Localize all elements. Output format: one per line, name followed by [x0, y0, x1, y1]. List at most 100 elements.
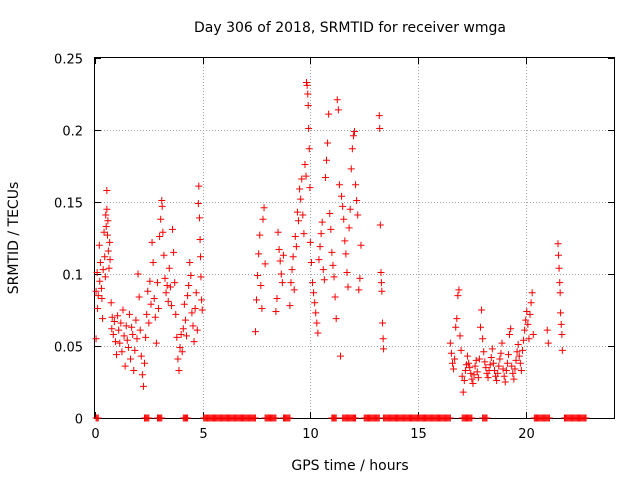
data-point [254, 271, 262, 279]
data-point [138, 371, 146, 379]
data-point [94, 305, 102, 313]
data-point [190, 338, 198, 346]
data-point [314, 329, 322, 337]
data-point [136, 326, 144, 334]
x-tick-label: 10 [302, 427, 319, 442]
data-point [337, 352, 345, 360]
data-point [106, 256, 114, 264]
data-point [191, 305, 199, 313]
data-point [461, 366, 469, 374]
data-point [466, 364, 474, 372]
data-point [105, 264, 113, 272]
data-point [557, 309, 565, 317]
data-point [289, 253, 297, 261]
data-point [448, 359, 456, 367]
data-point [446, 414, 454, 422]
data-point [331, 293, 339, 301]
data-point [107, 299, 115, 307]
data-point [152, 339, 160, 347]
data-point [510, 375, 518, 383]
data-point [134, 270, 142, 278]
data-point [478, 306, 486, 314]
data-point [511, 365, 519, 373]
data-point [274, 228, 282, 236]
data-point [520, 336, 528, 344]
data-point [321, 174, 329, 182]
data-point [167, 302, 175, 310]
data-point [153, 279, 161, 287]
data-point [343, 269, 351, 277]
data-point [348, 145, 356, 153]
data-point [96, 277, 104, 285]
data-point [493, 377, 501, 385]
data-point [558, 346, 566, 354]
data-point [499, 365, 507, 373]
data-point [376, 221, 384, 229]
data-point [117, 319, 125, 327]
data-point [305, 145, 313, 153]
data-point [554, 251, 562, 259]
data-point [347, 165, 355, 173]
data-point [502, 366, 510, 374]
data-point [195, 214, 203, 222]
data-point [309, 279, 317, 287]
data-point [342, 250, 350, 258]
data-point [145, 414, 153, 422]
data-point [357, 241, 365, 249]
data-point [147, 300, 155, 308]
data-point [330, 273, 338, 281]
data-point [94, 292, 102, 300]
data-point [453, 315, 461, 323]
data-point [487, 354, 495, 362]
data-point [352, 181, 360, 189]
data-point [175, 366, 183, 374]
data-point [160, 251, 168, 259]
data-point [353, 197, 361, 205]
data-point [253, 296, 261, 304]
data-point [527, 299, 535, 307]
data-point [344, 283, 352, 291]
data-point [375, 112, 383, 120]
data-point [349, 132, 357, 140]
data-point [256, 231, 264, 239]
data-point [148, 238, 156, 246]
x-axis-label: GPS time / hours [291, 458, 408, 474]
data-point [156, 233, 164, 241]
data-point [273, 294, 281, 302]
data-point [471, 362, 479, 370]
data-point [176, 343, 184, 351]
data-point [543, 326, 551, 334]
data-point [142, 333, 150, 341]
data-point [315, 256, 323, 264]
data-point [378, 319, 386, 327]
data-point [173, 333, 181, 341]
data-point [512, 356, 520, 364]
data-point [193, 326, 201, 334]
y-tick-label: 0.2 [62, 125, 83, 140]
data-point [290, 286, 298, 294]
data-point [556, 279, 564, 287]
data-point [355, 286, 363, 294]
data-point [103, 231, 111, 239]
data-point [306, 184, 314, 192]
data-point [333, 96, 341, 104]
data-point [377, 269, 385, 277]
data-point [323, 156, 331, 164]
data-point [150, 294, 158, 302]
data-point [452, 323, 460, 331]
data-point [319, 266, 327, 274]
data-point [506, 330, 514, 338]
data-point [306, 238, 314, 246]
data-point [275, 246, 283, 254]
data-point [311, 299, 319, 307]
data-point [174, 355, 182, 363]
data-point [313, 319, 321, 327]
data-point [454, 292, 462, 300]
data-point [447, 349, 455, 357]
x-tick-label: 20 [518, 427, 535, 442]
data-point [116, 339, 124, 347]
data-point [251, 328, 259, 336]
data-point [184, 292, 192, 300]
data-point [92, 287, 100, 295]
